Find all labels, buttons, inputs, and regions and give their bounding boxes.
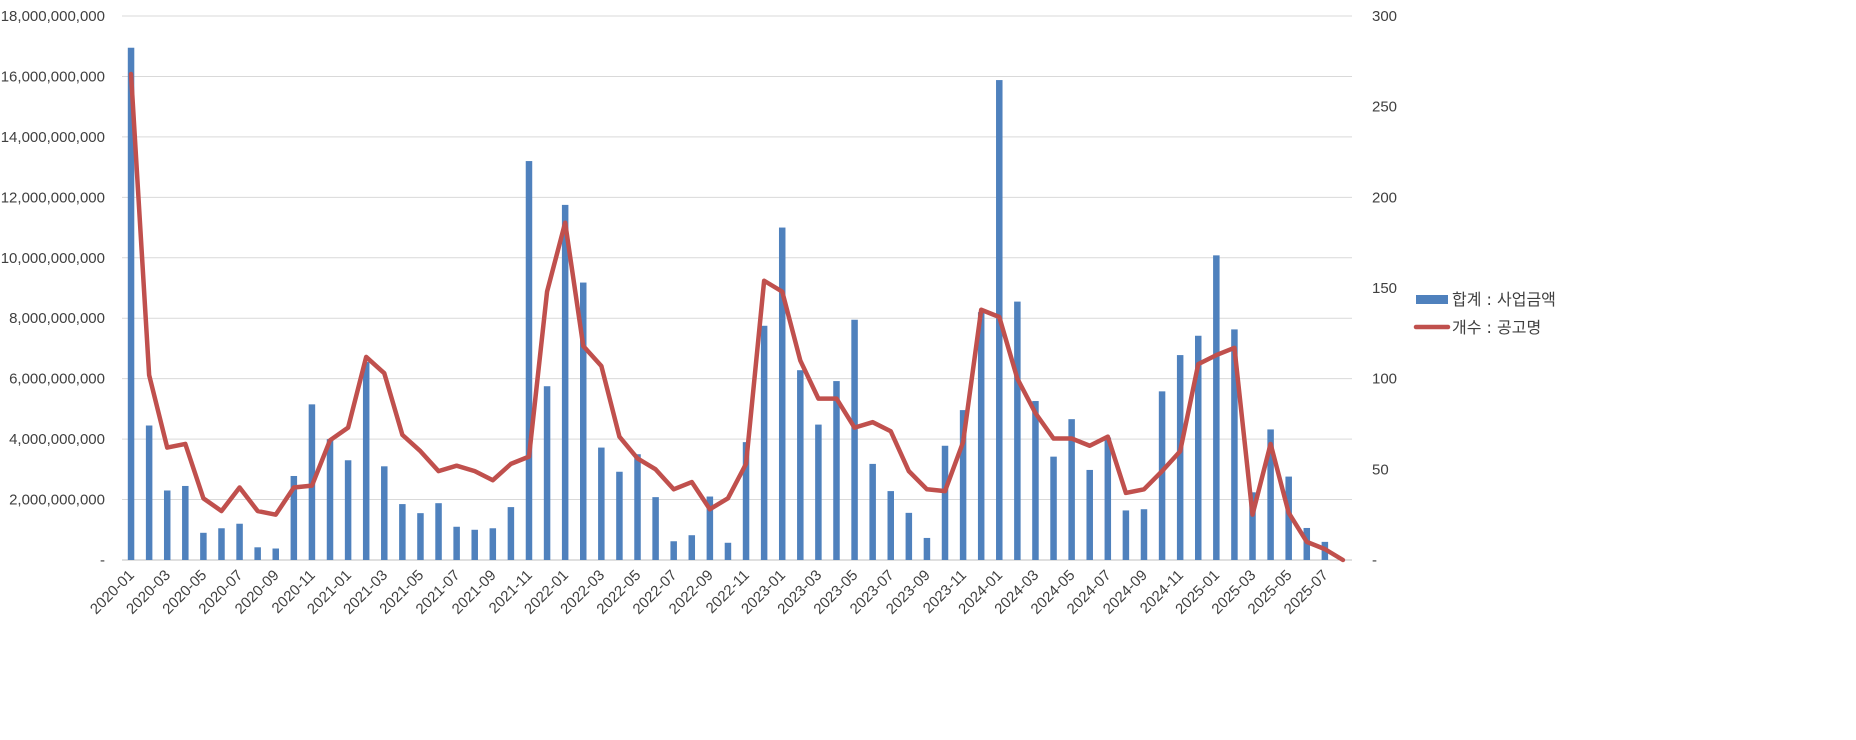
bar (290, 475, 298, 560)
bar (706, 496, 714, 560)
bar (417, 513, 424, 560)
bar (851, 319, 858, 560)
bar (869, 463, 876, 560)
left-y-tick-label: 2,000,000,000 (9, 492, 105, 509)
bar (742, 442, 750, 560)
bar (507, 507, 515, 560)
count-line (128, 71, 1346, 563)
bar (1176, 355, 1184, 560)
bar (1285, 476, 1292, 560)
x-axis: 2020-012020-032020-052020-072020-092020-… (87, 567, 1332, 618)
bar (236, 523, 243, 560)
bar (471, 529, 478, 560)
bar (1122, 510, 1130, 560)
bar (580, 282, 587, 560)
bar (127, 47, 135, 560)
bar (381, 466, 388, 560)
bar (163, 490, 171, 560)
bar (344, 460, 352, 560)
left-y-axis: - 2,000,000,000 4,000,000,000 6,000,000,000… (1, 8, 105, 569)
left-y-tick-label: 10,000,000,000 (1, 250, 105, 267)
bar (145, 425, 153, 560)
right-y-tick-label: 150 (1372, 280, 1397, 297)
bar (254, 547, 261, 560)
left-y-tick-label: 12,000,000,000 (1, 189, 105, 206)
right-y-tick-label: 300 (1372, 8, 1397, 25)
bar (1158, 391, 1166, 560)
bar (272, 548, 279, 560)
bar (1249, 492, 1256, 560)
bar (634, 454, 641, 560)
bar (399, 504, 406, 560)
bar (959, 410, 967, 560)
bar (760, 325, 768, 560)
left-y-tick-label: 6,000,000,000 (9, 371, 105, 388)
bar (525, 161, 533, 561)
bar (1267, 429, 1274, 560)
bar (887, 491, 894, 560)
bar (670, 541, 677, 560)
bar (326, 439, 334, 560)
left-y-tick-label: - (100, 552, 105, 569)
bar (1014, 301, 1021, 560)
left-y-tick-label: 18,000,000,000 (1, 8, 105, 25)
left-y-tick-label: 16,000,000,000 (1, 68, 105, 85)
bar (362, 362, 370, 560)
bar (218, 528, 225, 560)
bar (977, 312, 985, 560)
bar (652, 497, 659, 560)
right-y-axis: - 50 100 150 200 250 300 (1372, 8, 1397, 569)
bar (923, 537, 931, 560)
left-y-tick-label: 8,000,000,000 (9, 310, 105, 327)
bar (489, 528, 497, 560)
bar (182, 485, 189, 560)
bar (543, 386, 551, 560)
left-y-tick-label: 14,000,000,000 (1, 129, 105, 146)
right-y-tick-label: - (1372, 552, 1377, 569)
right-y-tick-label: 50 (1372, 461, 1389, 478)
bar (815, 424, 822, 560)
bar (1068, 419, 1075, 560)
right-y-tick-label: 200 (1372, 189, 1397, 206)
bar (200, 532, 207, 560)
bar (1195, 335, 1202, 560)
bar (1213, 255, 1220, 561)
right-y-tick-label: 100 (1372, 371, 1397, 388)
legend-label-count: 개수 : 공고명 (1452, 318, 1541, 337)
bar (1086, 469, 1093, 560)
bar (598, 447, 605, 560)
bar (435, 503, 442, 560)
bar (1032, 401, 1039, 560)
legend-label-amount: 합계 : 사업금액 (1452, 290, 1556, 309)
line-series-count (128, 71, 1346, 563)
legend-swatch-bar (1416, 295, 1448, 304)
right-y-tick-label: 250 (1372, 99, 1397, 116)
bar (778, 227, 786, 561)
bar (453, 526, 460, 560)
left-y-tick-label: 4,000,000,000 (9, 431, 105, 448)
bar (941, 445, 949, 560)
bar (561, 204, 569, 560)
bar (1231, 329, 1238, 560)
bar (1050, 456, 1057, 560)
bar (688, 535, 696, 560)
bar (1140, 509, 1148, 560)
bar (724, 542, 732, 560)
bar (797, 370, 804, 560)
bar (833, 381, 840, 560)
bar (616, 471, 623, 560)
bar (905, 512, 913, 560)
bar (1104, 437, 1112, 560)
